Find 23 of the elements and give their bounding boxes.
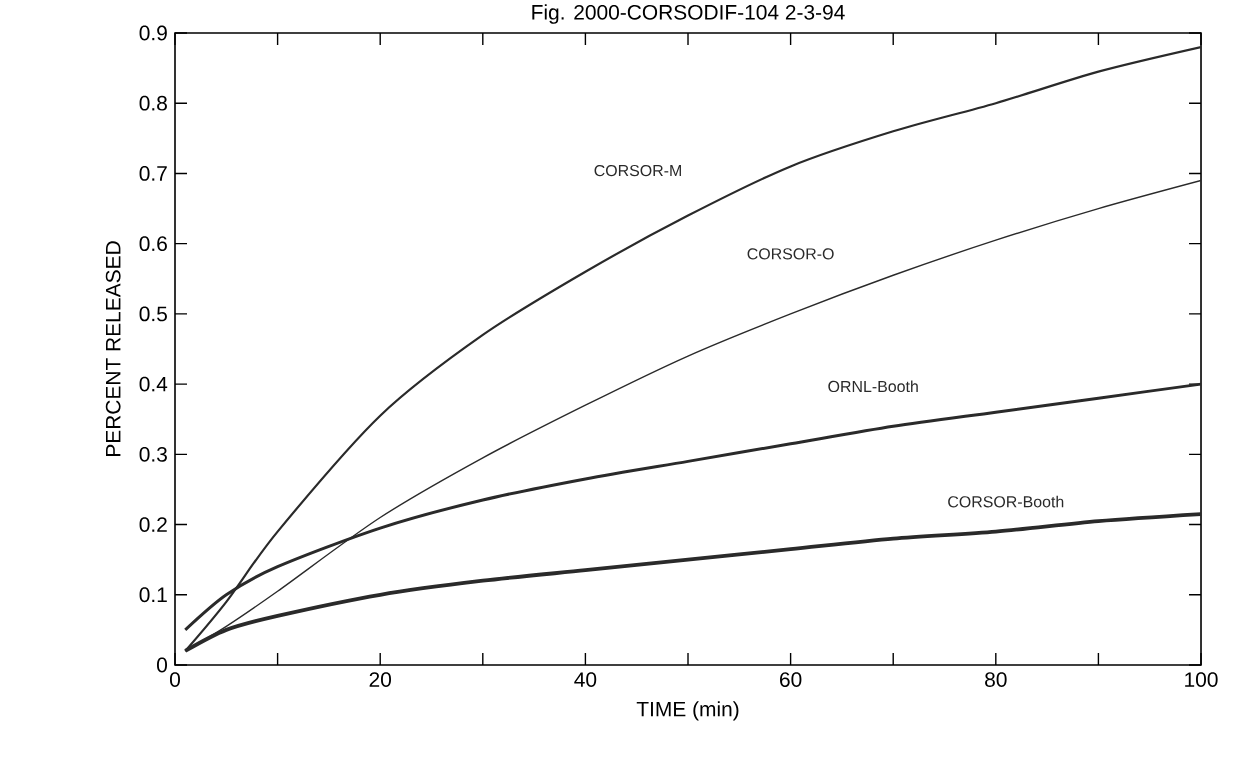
y-tick-label: 0.7 xyxy=(139,166,167,181)
x-tick-label: 20 xyxy=(369,672,392,687)
y-tick-label: 0 xyxy=(157,657,168,673)
text: CORSOR-O xyxy=(747,248,834,260)
chart-title: Fig. 2000-CORSODIF-104 2-3-94 xyxy=(532,4,845,24)
y-tick-label: 0.9 xyxy=(139,25,167,41)
x-tick-label: 40 xyxy=(574,672,597,687)
x-tick-label: 60 xyxy=(780,672,802,687)
x-tick-label: 0 xyxy=(170,672,180,687)
series-label: CORSOR-Booth xyxy=(948,495,1064,508)
y-tick-label: 0.1 xyxy=(139,587,167,603)
y-tick-label: 0.3 xyxy=(139,446,167,462)
y-tick-label: 0.6 xyxy=(139,236,167,252)
y-tick-label: 0.2 xyxy=(139,517,167,532)
y-axis-title: PERCENT RELEASED xyxy=(105,241,121,456)
series-label: ORNL-Booth xyxy=(828,380,918,393)
y-tick-label: 0.8 xyxy=(139,95,167,111)
x-tick-label: 80 xyxy=(985,672,1007,687)
y-tick-label: 0.4 xyxy=(139,376,168,392)
x-tick-label: 100 xyxy=(1185,672,1218,687)
x-axis-title: TIME (min) xyxy=(636,701,739,721)
y-tick-label: 0.5 xyxy=(139,306,167,322)
text: CORSOR-M xyxy=(594,164,681,177)
